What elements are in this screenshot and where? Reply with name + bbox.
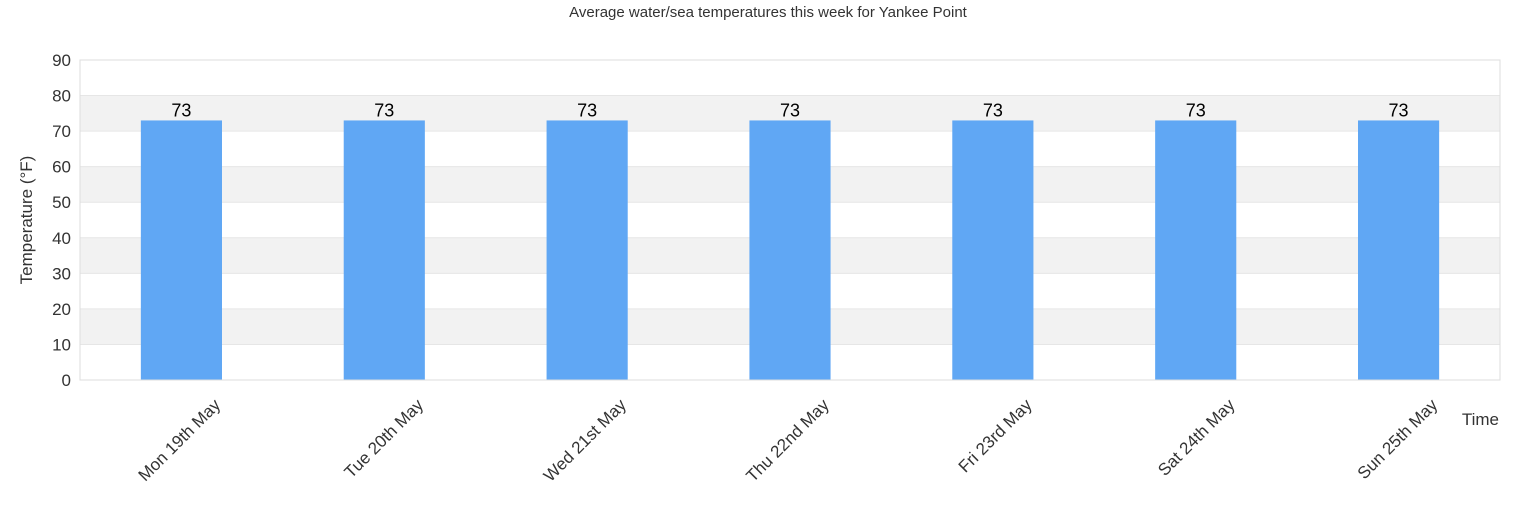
y-tick-label: 0 xyxy=(62,371,71,390)
bar xyxy=(546,120,628,380)
y-tick-label: 40 xyxy=(52,229,71,248)
data-label: 73 xyxy=(171,100,191,120)
x-tick-label: Wed 21st May xyxy=(540,395,630,485)
x-tick-label: Sun 25th May xyxy=(1354,395,1442,483)
x-tick-label: Tue 20th May xyxy=(341,395,428,482)
y-axis-label: Temperature (°F) xyxy=(17,156,36,285)
y-tick-label: 20 xyxy=(52,300,71,319)
data-label: 73 xyxy=(780,100,800,120)
y-tick-label: 10 xyxy=(52,335,71,354)
plot-frame xyxy=(79,59,1501,381)
y-tick-labels: 0 10 20 30 40 50 60 70 80 90 xyxy=(52,51,71,390)
x-tick-label: Fri 23rd May xyxy=(955,395,1036,476)
x-tick-label: Sat 24th May xyxy=(1154,395,1239,480)
y-tick-label: 70 xyxy=(52,122,71,141)
y-tick-label: 80 xyxy=(52,87,71,106)
chart-title: Average water/sea temperatures this week… xyxy=(569,4,968,21)
y-tick-label: 90 xyxy=(52,51,71,70)
x-tick-label: Mon 19th May xyxy=(135,395,225,485)
y-tick-label: 30 xyxy=(52,264,71,283)
data-label: 73 xyxy=(983,100,1003,120)
x-axis-label: Time xyxy=(1462,410,1499,429)
bar xyxy=(1155,120,1237,380)
x-tick-labels: Mon 19th May Tue 20th May Wed 21st May Thu … xyxy=(135,395,1442,486)
bars xyxy=(140,120,1440,380)
data-label: 73 xyxy=(1186,100,1206,120)
bar xyxy=(1358,120,1440,380)
data-label: 73 xyxy=(1389,100,1409,120)
x-tick-label: Thu 22nd May xyxy=(743,395,834,486)
data-label: 73 xyxy=(374,100,394,120)
data-label: 73 xyxy=(577,100,597,120)
bar xyxy=(749,120,831,380)
bar xyxy=(343,120,425,380)
y-tick-label: 60 xyxy=(52,158,71,177)
data-labels: 73 73 73 73 73 73 73 xyxy=(171,100,1408,120)
y-tick-label: 50 xyxy=(52,193,71,212)
bar xyxy=(952,120,1034,380)
grid-band xyxy=(80,60,1500,96)
bar xyxy=(140,120,222,380)
